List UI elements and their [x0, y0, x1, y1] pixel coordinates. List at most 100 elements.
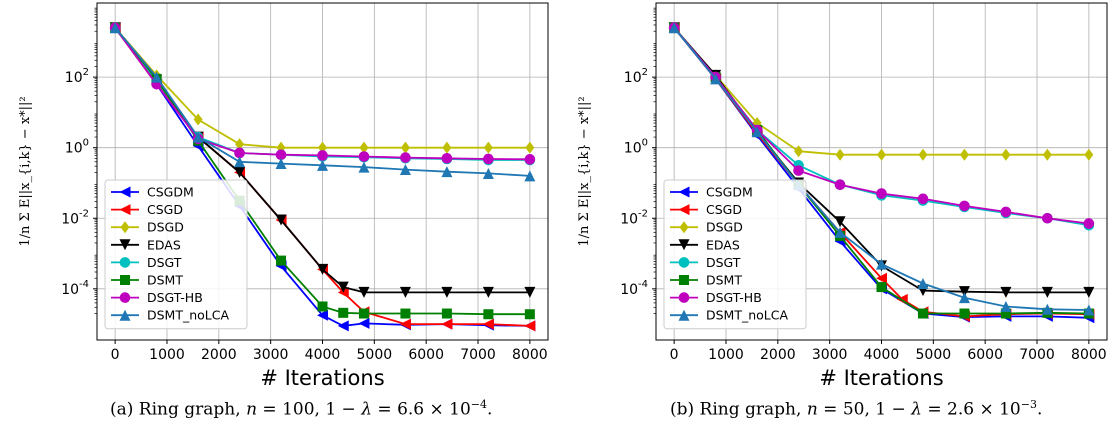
- panel-a-point-dsmt: [276, 255, 287, 266]
- panel-b-legend-marker: [679, 221, 689, 234]
- panel-b-point-dsmt-nolca: [710, 73, 722, 85]
- panel-a-point-dsgt-hb: [400, 152, 411, 163]
- panel-b-point-dsmt-nolca: [1041, 303, 1053, 315]
- panel-b-point-edas: [1041, 286, 1053, 298]
- panel-a-point-dsgd: [442, 141, 452, 154]
- panel-a-point-dsgt-hb: [317, 150, 328, 161]
- panel-b-xtick-label: 0: [670, 347, 679, 363]
- panel-a-point-csgdm: [358, 317, 370, 329]
- panel-a-xtick-label: 4000: [305, 347, 341, 363]
- panel-a-point-dsgd: [483, 141, 493, 154]
- panel-b-point-dsmt-nolca: [834, 226, 846, 238]
- panel-b-ylabel: 1/n Σ E||x_{i,k} − x*||²: [577, 96, 592, 246]
- panel-a-legend-marker: [119, 257, 131, 268]
- panel-a-legend-label: CSGD: [147, 202, 183, 217]
- panel-b-point-dsgd: [959, 148, 969, 161]
- panel-a-legend-label: CSGDM: [147, 185, 194, 200]
- panel-b-xtick-label: 1000: [708, 347, 744, 363]
- panel-a-point-dsmt: [338, 307, 349, 318]
- panel-b-point-dsgt-hb: [1083, 218, 1095, 229]
- panel-a-legend-marker: [119, 292, 131, 303]
- panel-a-legend-label: DSMT: [147, 273, 183, 288]
- panel-b-point-dsgd: [877, 148, 886, 161]
- panel-a-point-csgd: [524, 320, 536, 332]
- panel-a-legend-box: [104, 179, 248, 330]
- panel-b-point-dsgd: [794, 145, 804, 158]
- panel-b-point-dsgt-hb: [793, 165, 804, 176]
- panel-a: 0 1000 2000 3000 4000 5000 6000 7000 8000 10-4 10-…: [18, 2, 549, 390]
- panel-a-point-dsmt-nolca: [109, 22, 121, 34]
- panel-b-xtick-label: 3000: [812, 347, 848, 363]
- figure: 0 1000 2000 3000 4000 5000 6000 7000 800010-410-…: [18, 2, 1108, 390]
- panel-a-point-dsmt-nolca: [482, 167, 494, 179]
- panel-b-xtick-label: 2000: [760, 347, 796, 363]
- panel-b-series-dsmt-nolca: [668, 22, 1095, 316]
- panel-a-point-dsmt-nolca: [358, 161, 370, 173]
- caption-a-prefix: (a) Ring graph,: [110, 399, 241, 420]
- panel-b-legend-label: CSGDM: [706, 185, 753, 200]
- panel-b-point-dsgt-hb: [917, 193, 929, 205]
- panel-b-point-dsmt: [917, 308, 928, 319]
- panel-a-xtick-label: 5000: [357, 347, 393, 363]
- panel-b-legend-label: DSGD: [706, 220, 743, 235]
- panel-a-point-dsmt: [400, 308, 411, 319]
- panel-a-xtick-label: 0: [111, 347, 120, 363]
- panel-b-point-dsmt-nolca: [751, 126, 763, 138]
- panel-b-point-dsgd: [1001, 148, 1011, 161]
- caption-a-exp: −4: [470, 398, 488, 411]
- panel-b-legend-marker: [678, 309, 690, 321]
- panel-a-point-dsmt: [317, 301, 328, 312]
- panel-a-point-csgd: [482, 318, 494, 330]
- panel-a-point-csgdm: [317, 309, 328, 321]
- caption-b-n: 50: [842, 399, 865, 420]
- caption-b-prefix: (b) Ring graph,: [670, 399, 802, 420]
- panel-b-point-edas: [958, 286, 970, 298]
- panel-a-xtick-label: 8000: [512, 347, 548, 363]
- panel-a-point-dsgd: [193, 113, 203, 126]
- panel-a-point-dsmt-nolca: [151, 71, 163, 83]
- panel-b-point-dsmt: [959, 308, 970, 319]
- panel-b-point-dsgd: [1042, 148, 1052, 161]
- panel-b-xtick-label: 4000: [864, 347, 900, 363]
- panel-a-xtick-label: 6000: [408, 347, 444, 363]
- panel-a-point-dsmt-nolca: [441, 166, 453, 178]
- panel-a-legend-label: DSGT: [147, 255, 182, 270]
- panel-a-legend-marker: [119, 239, 131, 251]
- caption-b-gap: 2.6: [947, 399, 975, 420]
- panel-a-legend-label: DSGT-HB: [147, 290, 203, 305]
- panel-b-point-dsmt-nolca: [1083, 304, 1095, 316]
- panel-b-point-edas: [834, 216, 846, 228]
- panel-a-point-dsmt-nolca: [399, 164, 411, 176]
- panel-a-point-csgdm: [337, 320, 349, 332]
- panel-a-point-dsgt-hb: [483, 153, 494, 165]
- panel-a-point-edas: [524, 286, 536, 298]
- panel-a-ytick-label: 10-4: [61, 279, 89, 298]
- panel-b-ytick-label: 100: [624, 138, 648, 157]
- panel-a-point-dsgd: [400, 141, 410, 154]
- panel-a-legend-marker: [119, 186, 131, 198]
- panel-b-point-dsmt-nolca: [1000, 300, 1012, 312]
- caption-b-exp: −3: [1020, 398, 1037, 411]
- panel-a-point-edas: [317, 263, 328, 275]
- panel-b-xtick-label: 8000: [1071, 347, 1107, 363]
- panel-a-point-edas: [234, 166, 246, 178]
- panel-b-ytick-label: 102: [624, 67, 648, 86]
- panel-b-xlabel: # Iterations: [819, 366, 943, 390]
- panel-a-xtick-label: 3000: [253, 347, 289, 363]
- panel-b-point-edas: [1083, 286, 1095, 298]
- panel-a-xtick-label: 2000: [201, 347, 237, 363]
- panel-b-point-dsmt-nolca: [917, 278, 929, 290]
- panel-a-legend-label: EDAS: [147, 237, 181, 252]
- panel-a-point-dsgd: [359, 141, 369, 154]
- panel-a-xlabel: # Iterations: [260, 366, 384, 390]
- panel-b-series-dsgd: [669, 21, 1094, 161]
- panel-b-point-dsgt-hb: [1000, 206, 1012, 218]
- panel-a-legend-marker: [119, 204, 131, 216]
- panel-b-legend-label: DSMT: [706, 273, 742, 288]
- panel-b-legend-box: [663, 179, 807, 330]
- panel-b-point-dsgt-hb: [1042, 212, 1053, 224]
- panel-b-legend-marker: [678, 239, 690, 251]
- panel-a-point-edas: [337, 281, 349, 293]
- panel-b-point-edas: [1000, 286, 1012, 298]
- panel-a-legend-marker: [120, 275, 130, 285]
